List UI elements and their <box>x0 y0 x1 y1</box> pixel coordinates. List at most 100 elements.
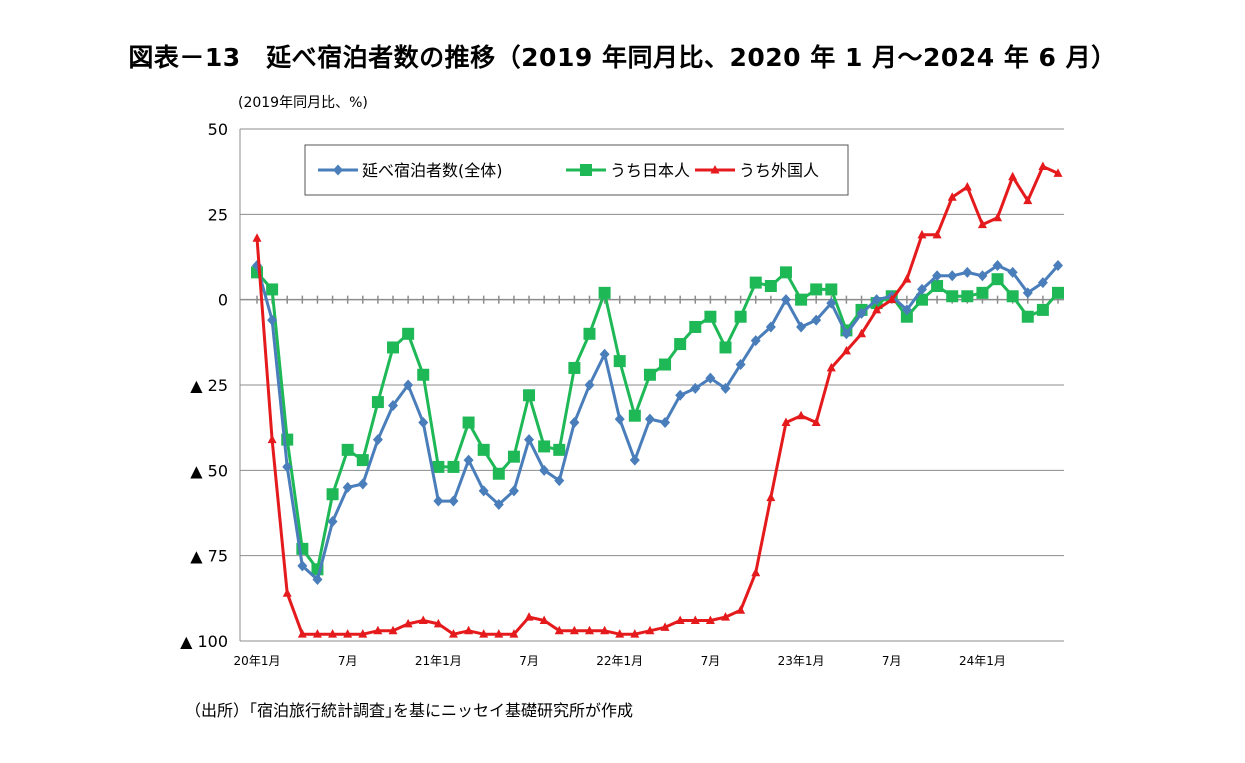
data-point-triangle <box>977 219 987 229</box>
data-point-triangle <box>1023 195 1033 205</box>
data-point-square <box>266 283 279 296</box>
data-point-diamond <box>811 314 822 326</box>
data-point-triangle <box>902 274 912 283</box>
series-triangle <box>252 161 1063 638</box>
data-point-diamond <box>644 413 655 425</box>
data-point-square <box>1052 286 1064 299</box>
data-point-triangle <box>569 625 579 635</box>
data-point-triangle <box>766 492 776 502</box>
data-point-diamond <box>629 454 640 466</box>
data-point-diamond <box>720 382 731 394</box>
data-point-triangle <box>675 615 685 625</box>
data-point-square <box>764 280 777 293</box>
data-point-diamond <box>947 270 958 282</box>
data-point-square <box>507 450 520 463</box>
data-point-triangle <box>267 434 277 444</box>
y-tick-label: ▲ 75 <box>190 547 228 566</box>
x-tick-label: 23年1月 <box>778 654 825 668</box>
data-point-square <box>659 358 672 371</box>
data-point-triangle <box>433 618 443 628</box>
data-point-triangle <box>630 629 640 638</box>
data-point-square <box>1006 290 1019 303</box>
x-tick-label: 24年1月 <box>959 654 1006 668</box>
data-point-diamond <box>1037 277 1048 289</box>
data-point-triangle <box>1053 168 1063 177</box>
data-point-square <box>477 443 490 456</box>
data-point-square <box>356 454 369 467</box>
y-tick-label: 0 <box>218 291 228 310</box>
data-point-triangle <box>328 629 338 638</box>
data-point-diamond <box>841 328 852 340</box>
data-point-square <box>613 355 626 368</box>
data-point-diamond <box>962 266 973 278</box>
data-point-diamond <box>478 485 489 497</box>
data-point-triangle <box>388 625 398 635</box>
data-point-square <box>689 320 702 333</box>
data-point-square <box>931 280 944 293</box>
data-point-triangle <box>690 615 700 625</box>
y-tick-label: ▲ 100 <box>180 632 228 651</box>
data-point-triangle <box>796 410 806 420</box>
y-tick-label: ▲ 50 <box>190 461 228 480</box>
axis-layer: 50 25 0 ▲ 25 ▲ 50 ▲ 75 ▲ 100 20年1月 7月 21年1月 7月 22年1… <box>180 120 1064 668</box>
data-point-diamond <box>977 270 988 282</box>
data-point-diamond <box>735 359 746 371</box>
data-point-diamond <box>493 498 504 510</box>
data-point-diamond <box>690 382 701 394</box>
data-point-diamond <box>1053 260 1063 272</box>
data-point-square <box>341 443 354 456</box>
data-point-square <box>432 460 445 473</box>
data-point-triangle <box>418 615 428 625</box>
data-point-triangle <box>403 618 413 628</box>
data-point-triangle <box>373 625 383 635</box>
data-point-diamond <box>554 475 565 487</box>
data-point-square <box>371 396 384 409</box>
data-point-diamond <box>342 481 353 493</box>
chart-title: 図表－13 延べ宿泊者数の推移（2019 年同月比、2020 年 1 月～202… <box>128 43 1117 72</box>
data-point-diamond <box>508 485 519 497</box>
data-point-square <box>568 361 581 374</box>
data-point-diamond <box>539 464 550 476</box>
x-tick-label: 7月 <box>519 654 539 668</box>
data-point-square <box>326 488 339 501</box>
data-point-diamond <box>524 434 535 446</box>
data-point-diamond <box>569 417 580 429</box>
data-point-triangle <box>448 629 458 638</box>
data-point-triangle <box>600 625 610 635</box>
data-point-triangle <box>509 629 519 638</box>
data-point-square <box>553 443 566 456</box>
data-point-diamond <box>433 495 444 507</box>
data-point-triangle <box>932 229 942 239</box>
grid-layer <box>240 128 1064 642</box>
data-point-diamond <box>614 413 625 425</box>
legend-label: うち日本人 <box>610 161 690 180</box>
data-point-square <box>492 467 505 480</box>
data-point-triangle <box>645 625 655 635</box>
data-point-diamond <box>871 294 882 306</box>
data-point-square <box>538 440 551 453</box>
data-point-triangle <box>841 345 851 355</box>
data-point-diamond <box>333 164 343 176</box>
x-tick-label: 20年1月 <box>234 654 281 668</box>
data-point-diamond <box>463 454 474 466</box>
data-point-triangle <box>297 629 307 638</box>
data-point-triangle <box>615 629 625 638</box>
data-point-triangle <box>494 629 504 638</box>
data-point-diamond <box>282 461 293 473</box>
data-point-square <box>583 327 596 340</box>
data-point-triangle <box>857 328 867 338</box>
data-point-triangle <box>584 625 594 635</box>
data-point-triangle <box>962 182 972 191</box>
data-point-diamond <box>826 297 837 309</box>
data-point-square <box>915 293 928 306</box>
data-point-square <box>417 368 430 381</box>
data-point-triangle <box>710 165 720 174</box>
data-point-triangle <box>721 612 731 621</box>
x-tick-label: 21年1月 <box>415 654 462 668</box>
data-point-square <box>462 416 475 429</box>
data-point-square <box>734 310 747 323</box>
data-point-triangle <box>312 629 322 638</box>
x-tick-label: 7月 <box>338 654 358 668</box>
data-point-diamond <box>675 389 686 401</box>
data-point-square <box>643 368 656 381</box>
